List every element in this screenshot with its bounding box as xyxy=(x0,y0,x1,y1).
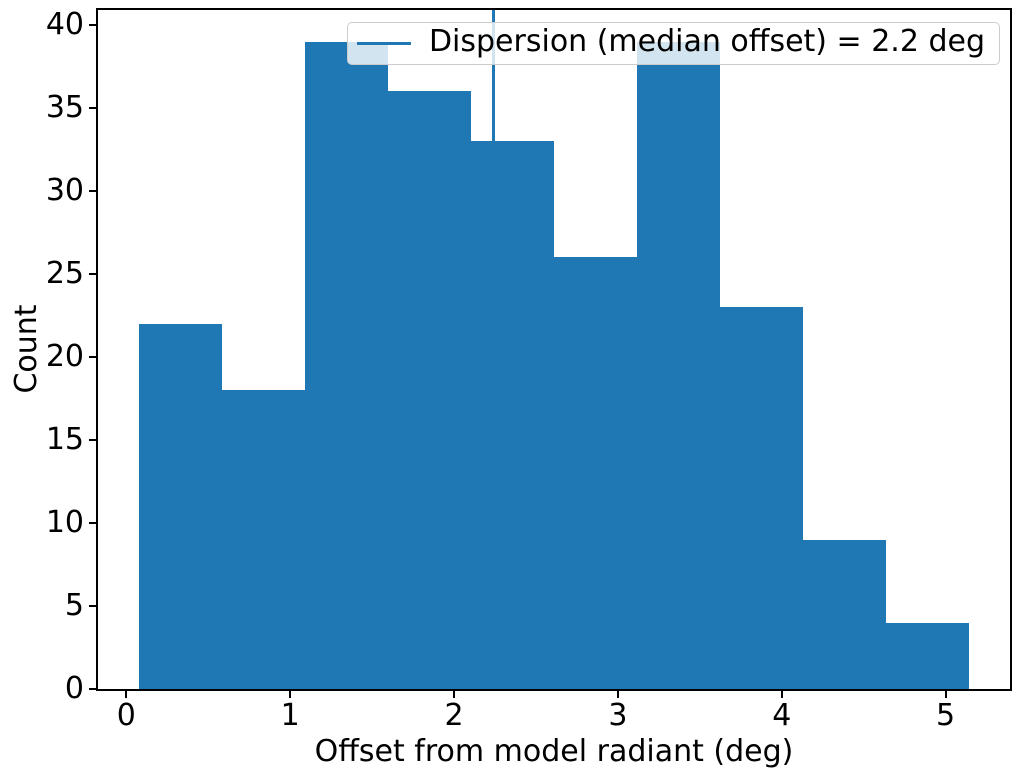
y-tick-mark xyxy=(89,272,96,275)
histogram-bar xyxy=(885,622,969,689)
y-tick-mark xyxy=(89,521,96,524)
legend-line-sample xyxy=(356,41,411,46)
x-tick-label: 5 xyxy=(936,698,956,733)
histogram-bars-layer xyxy=(98,10,1010,689)
y-tick-mark xyxy=(89,438,96,441)
y-axis-label: Count xyxy=(9,304,44,394)
x-tick-mark xyxy=(125,691,128,698)
x-tick-mark xyxy=(944,691,947,698)
x-axis-label: Offset from model radiant (deg) xyxy=(314,734,794,769)
histogram-bar xyxy=(388,91,472,689)
legend: Dispersion (median offset) = 2.2 deg xyxy=(346,22,1000,65)
y-tick-label: 25 xyxy=(45,255,84,291)
x-tick-mark xyxy=(453,691,456,698)
y-tick-mark xyxy=(89,106,96,109)
x-tick-label: 4 xyxy=(772,698,792,733)
vline-layer xyxy=(98,10,1010,689)
histogram-bar xyxy=(719,307,803,689)
y-tick-label: 0 xyxy=(64,671,84,706)
y-tick-label: 40 xyxy=(45,6,84,42)
x-tick-mark xyxy=(289,691,292,698)
y-tick-label: 20 xyxy=(45,338,84,374)
y-tick-label: 5 xyxy=(64,587,84,623)
y-tick-mark xyxy=(89,189,96,192)
histogram-bar xyxy=(139,323,223,689)
histogram-bar xyxy=(636,41,720,689)
x-tick-label: 2 xyxy=(444,698,464,733)
histogram-bar xyxy=(222,390,306,689)
histogram-bar xyxy=(305,41,389,689)
plot-area: Dispersion (median offset) = 2.2 deg xyxy=(96,8,1012,691)
y-tick-mark xyxy=(89,355,96,358)
x-tick-label: 3 xyxy=(608,698,628,733)
x-tick-label: 0 xyxy=(116,698,136,733)
x-tick-label: 1 xyxy=(280,698,300,733)
y-tick-label: 35 xyxy=(45,89,84,125)
histogram-bar xyxy=(471,141,554,689)
histogram-bar xyxy=(554,257,637,689)
x-tick-mark xyxy=(616,691,619,698)
y-tick-mark xyxy=(89,23,96,26)
y-tick-label: 30 xyxy=(45,172,84,208)
y-tick-mark xyxy=(89,604,96,607)
y-tick-label: 15 xyxy=(45,421,84,457)
x-tick-mark xyxy=(780,691,783,698)
y-tick-mark xyxy=(89,688,96,690)
legend-label: Dispersion (median offset) = 2.2 deg xyxy=(428,24,985,59)
y-tick-label: 10 xyxy=(45,504,84,540)
median-vline xyxy=(492,10,495,689)
histogram-bar xyxy=(802,539,886,689)
